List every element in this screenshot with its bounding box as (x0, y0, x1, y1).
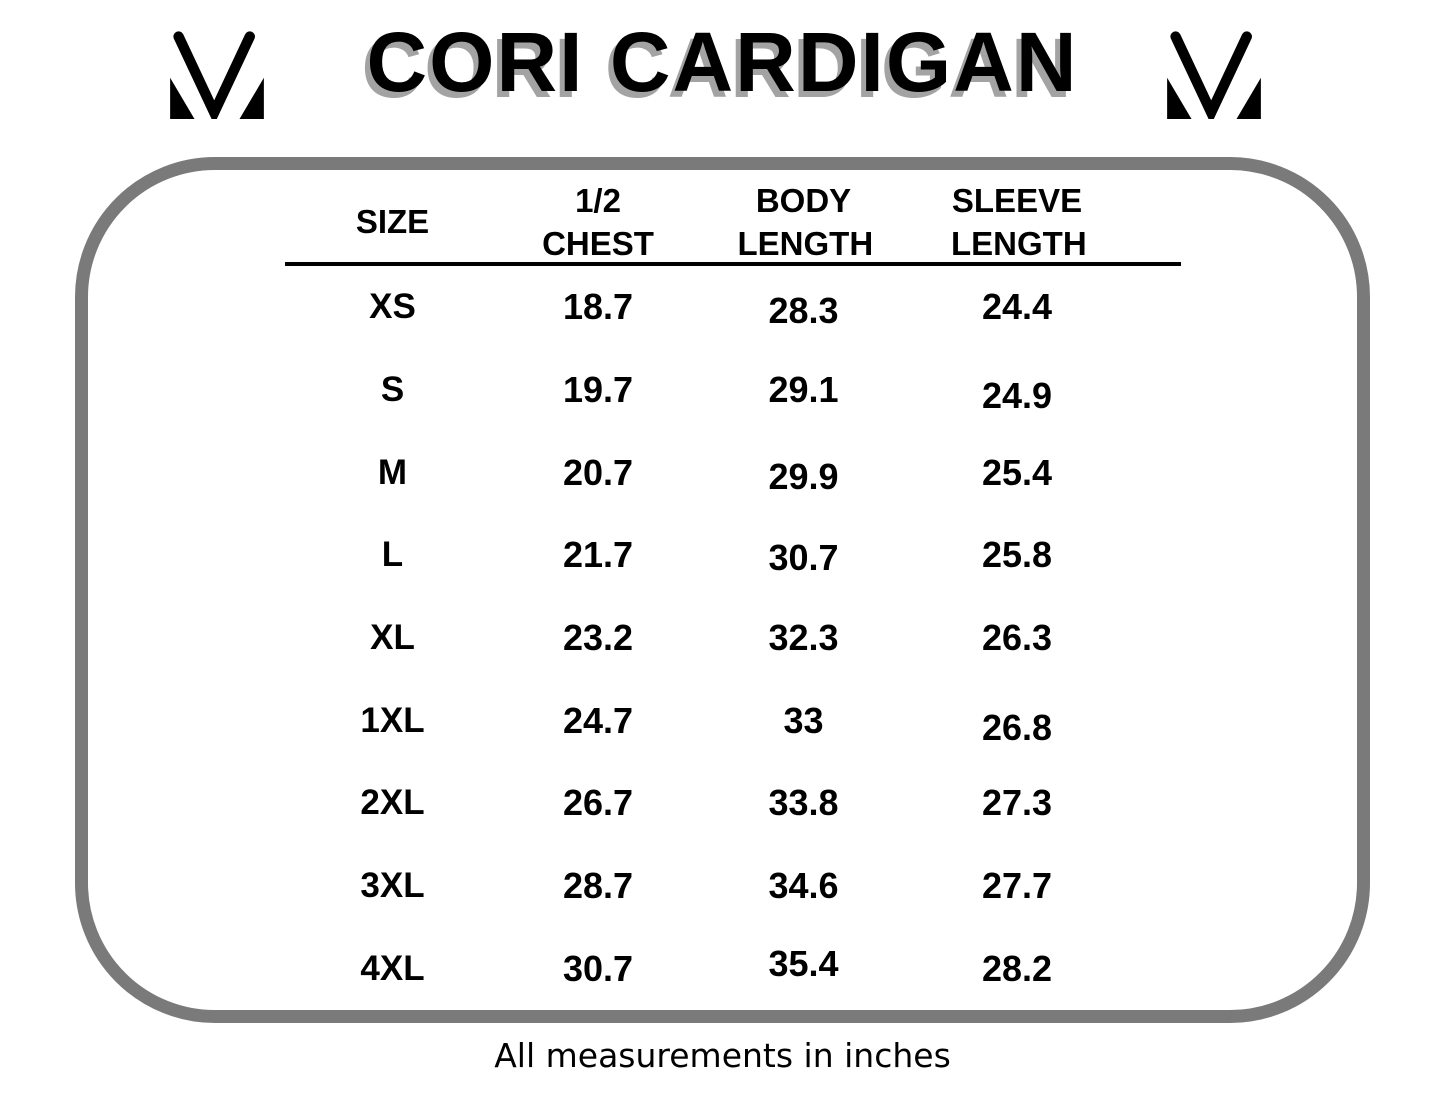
mv-monogram-icon (170, 31, 264, 119)
size-cell: 3XL (360, 866, 425, 906)
half-chest-cell: 28.7 (562, 865, 634, 907)
sleeve-length-cell: 27.7 (981, 865, 1053, 907)
size-cell: 4XL (360, 948, 425, 988)
column-header-size: SIZE (355, 203, 430, 241)
table-row: XS 18.7 28.3 24.4 (285, 266, 1181, 349)
body-length-cell: 32.3 (768, 617, 839, 659)
body-length-cell: 28.3 (768, 290, 839, 332)
header-divider-line (285, 262, 1181, 266)
sleeve-length-cell: 25.4 (981, 451, 1053, 493)
column-header-sleeve-length: SLEEVE LENGTH (951, 182, 1087, 262)
size-chart-table: SIZE 1/2 CHEST BODY LENGTH SLEEVE LENGTH… (285, 180, 1181, 1010)
sleeve-length-cell: 26.8 (981, 706, 1053, 748)
page-title: CORI CARDIGAN (366, 15, 1079, 109)
table-header-row: SIZE 1/2 CHEST BODY LENGTH SLEEVE LENGTH (285, 180, 1181, 262)
table-row: 3XL 28.7 34.6 27.7 (285, 845, 1181, 928)
table-row: 4XL 30.7 35.4 28.2 (285, 928, 1181, 1011)
body-length-cell: 30.7 (768, 537, 839, 579)
column-header-body-length: BODY LENGTH (737, 182, 874, 262)
size-cell: M (377, 452, 408, 492)
size-cell: XL (370, 618, 415, 658)
measurements-note: All measurements in inches (494, 1036, 951, 1075)
size-chart-frame (75, 157, 1370, 1023)
sleeve-length-cell: 27.3 (981, 782, 1053, 824)
column-header-half-chest: 1/2 CHEST (542, 182, 654, 262)
half-chest-cell: 21.7 (562, 534, 634, 576)
half-chest-cell: 23.2 (562, 617, 634, 659)
size-cell: 1XL (360, 700, 425, 740)
sleeve-length-cell: 26.3 (981, 617, 1053, 659)
size-cell: L (381, 535, 404, 575)
sleeve-length-cell: 28.2 (981, 947, 1053, 989)
sleeve-length-cell: 24.9 (981, 375, 1053, 417)
mv-monogram-icon (1167, 31, 1261, 119)
size-cell: XS (369, 287, 416, 327)
sleeve-length-cell: 25.8 (981, 534, 1053, 576)
table-row: M 20.7 29.9 25.4 (285, 431, 1181, 514)
table-row: XL 23.2 32.3 26.3 (285, 597, 1181, 680)
half-chest-cell: 19.7 (562, 369, 634, 411)
body-length-cell: 29.1 (768, 369, 839, 411)
table-row: L 21.7 30.7 25.8 (285, 514, 1181, 597)
body-length-cell: 35.4 (768, 942, 839, 984)
body-length-cell: 29.9 (768, 455, 839, 497)
table-row: 1XL 24.7 33 26.8 (285, 679, 1181, 762)
sleeve-length-cell: 24.4 (981, 286, 1053, 328)
table-row: S 19.7 29.1 24.9 (285, 349, 1181, 432)
half-chest-cell: 26.7 (562, 782, 634, 824)
body-length-cell: 33.8 (768, 782, 839, 824)
size-cell: 2XL (360, 783, 425, 823)
body-length-cell: 34.6 (768, 865, 839, 907)
half-chest-cell: 18.7 (562, 286, 634, 328)
table-body: XS 18.7 28.3 24.4 S 19.7 29.1 24.9 M 20.… (285, 266, 1181, 1010)
half-chest-cell: 30.7 (562, 947, 634, 989)
half-chest-cell: 24.7 (562, 699, 634, 741)
table-row: 2XL 26.7 33.8 27.3 (285, 762, 1181, 845)
half-chest-cell: 20.7 (562, 451, 634, 493)
body-length-cell: 33 (783, 699, 824, 741)
size-cell: S (380, 370, 405, 410)
